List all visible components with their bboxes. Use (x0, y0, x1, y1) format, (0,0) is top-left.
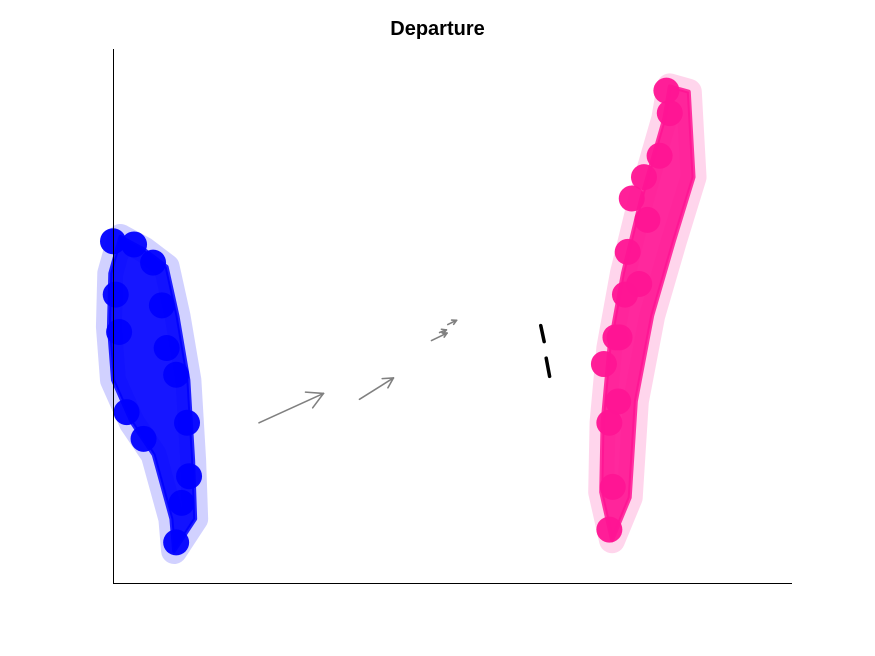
scatter-point (605, 388, 632, 415)
scatter-point (656, 100, 683, 127)
scatter-point (121, 231, 148, 258)
scatter-point (163, 361, 190, 388)
cluster-layer (95, 73, 707, 564)
scatter-point (618, 185, 645, 212)
scatter-point (646, 142, 673, 169)
scatter-point (606, 324, 633, 351)
scatter-point (148, 292, 175, 319)
scatter-point (130, 425, 157, 452)
scatter-point (630, 164, 657, 191)
divider-layer (539, 323, 552, 379)
scatter-point (140, 249, 167, 276)
divider-dash (544, 356, 552, 379)
arrow-2 (358, 377, 395, 401)
arrow-5 (446, 319, 458, 326)
divider-dash (539, 323, 546, 344)
scatter-point (626, 270, 653, 297)
arrow-4 (438, 328, 448, 335)
scatter-point (590, 351, 617, 378)
scatter-point (176, 463, 203, 490)
arrow-1 (258, 391, 325, 424)
scatter-point (614, 238, 641, 265)
scatter-point (174, 409, 201, 436)
scatter-point (153, 335, 180, 362)
cluster-2 (588, 73, 707, 554)
scatter-point (634, 206, 661, 233)
scatter-point (599, 473, 626, 500)
arrow-layer (258, 319, 458, 424)
scatter-point (653, 77, 680, 104)
scatter-point (113, 399, 140, 426)
scatter-point (102, 281, 129, 308)
arrow-3 (430, 332, 448, 342)
scatter-point (106, 319, 133, 346)
scatter-point (163, 529, 190, 556)
scatter-point (596, 409, 623, 436)
chart-title: Departure (390, 18, 485, 40)
scatter-point (596, 516, 623, 543)
cluster-1 (95, 223, 209, 564)
scatter-point (168, 489, 195, 516)
